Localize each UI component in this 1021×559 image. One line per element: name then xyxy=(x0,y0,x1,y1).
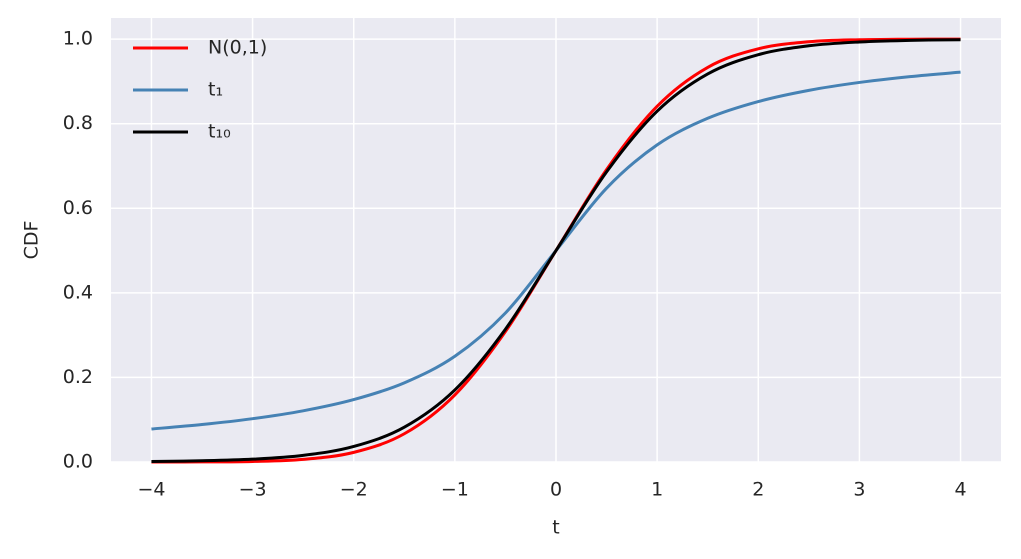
x-axis-label: t xyxy=(552,517,559,539)
y-tick-label: 0.4 xyxy=(63,281,93,303)
grid xyxy=(111,18,1001,463)
y-axis-label: CDF xyxy=(21,221,43,260)
x-tick-label: −4 xyxy=(137,479,165,501)
legend: N(0,1) t₁ t₁₀ xyxy=(133,37,267,143)
x-tick-label: 4 xyxy=(954,479,966,501)
y-tick-label: 0.0 xyxy=(63,451,93,473)
y-tick-label: 1.0 xyxy=(63,28,93,50)
series-line xyxy=(151,38,961,463)
x-tick-label: 1 xyxy=(651,479,663,501)
x-tick-label: 2 xyxy=(752,479,764,501)
legend-label: N(0,1) xyxy=(208,37,267,59)
x-tick-label: 3 xyxy=(853,479,865,501)
x-tick-label: −1 xyxy=(441,479,469,501)
lines xyxy=(151,37,961,464)
y-tick-label: 0.6 xyxy=(63,197,93,219)
x-tick-label: −2 xyxy=(340,479,368,501)
x-tick-label: −3 xyxy=(239,479,267,501)
y-tick-label: 0.2 xyxy=(63,366,93,388)
x-tick-label: 0 xyxy=(550,479,562,501)
y-tick-label: 0.8 xyxy=(63,112,93,134)
legend-label: t₁ xyxy=(208,79,223,101)
legend-label: t₁₀ xyxy=(208,121,231,143)
